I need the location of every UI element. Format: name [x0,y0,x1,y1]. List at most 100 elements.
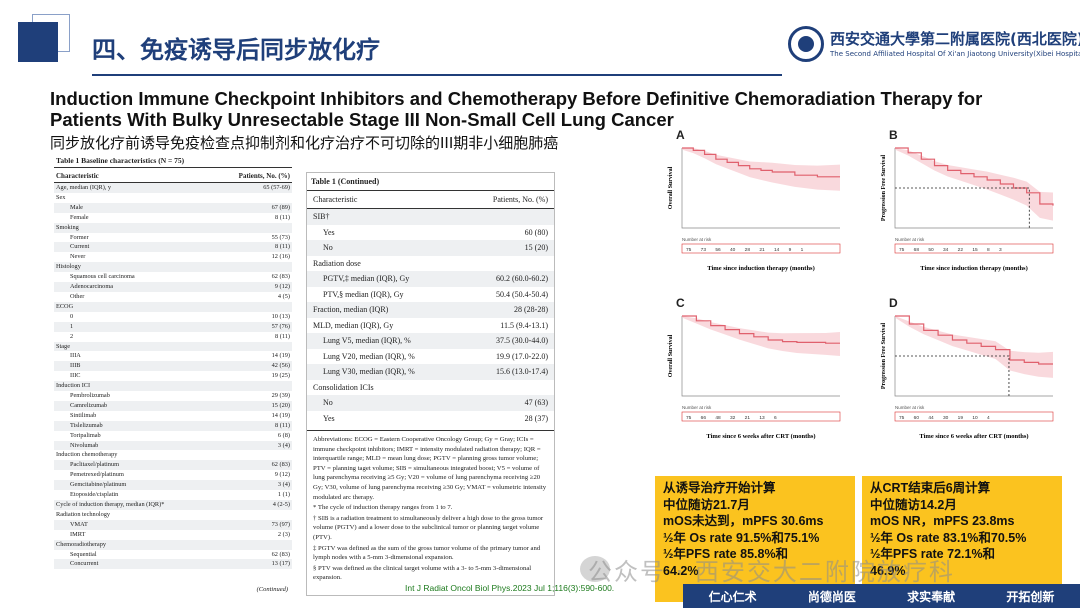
row-value: 13 (17) [271,560,290,568]
table-row: ECOG [54,301,292,312]
row-label: Current [70,243,90,251]
table-row: Male 67 (89) [54,202,292,213]
article-title-cn: 同步放化疗前诱导免疫检查点抑制剂和化疗治疗不可切除的III期非小细胞肺癌 [50,134,559,152]
row-label: Etoposide/cisplatin [70,491,119,499]
table-note: Abbreviations: ECOG = Eastern Cooperativ… [313,436,547,501]
row-value: 57 (76) [271,322,290,330]
km-ylabel: Progression Free Survival [881,323,887,390]
table-row: Paclitaxel/platinum 62 (83) [54,460,292,471]
row-value: 4 (5) [277,292,290,300]
table-row: Stage [54,341,292,352]
row-label: Cycle of induction therapy, median (IQR)… [56,501,165,508]
km-risk-box [681,243,841,254]
table-notes: Abbreviations: ECOG = Eastern Cooperativ… [307,430,554,588]
table-row: Sex [54,193,292,203]
km-risk-values: 75 68 50 34 22 15 8 3 [899,247,1002,253]
row-label: Lung V20, median (IQR), % [323,351,415,361]
table-row: Smoking [54,222,292,233]
row-value: 60 (80) [524,227,548,237]
table-row: Yes 60 (80) [307,225,554,241]
km-ylabel: Progression Free Survival [881,155,887,222]
motto-bar: 仁心仁术 尚德尚医 求实奉献 开拓创新 [683,584,1080,608]
title-decoration-block [18,22,58,62]
row-label: Yes [323,413,335,423]
km-risk-label: Number at risk [682,405,712,410]
table-row: Histology [54,262,292,273]
row-label: Yes [323,227,335,237]
km-risk-box [681,411,841,422]
summary-line: ½年PFS rate 72.1%和 [870,547,996,561]
table-row: 1 57 (76) [54,321,292,332]
km-survival-curve [682,147,840,178]
table-row: No 15 (20) [307,240,554,256]
km-survival-curve [895,147,1054,206]
table-row: Consolidation ICIs [307,380,554,396]
table-note: ‡ PGTV was defined as the sum of the gro… [313,544,541,562]
table-row: IIIA 14 (19) [54,351,292,361]
row-label: Age, median (IQR), y [56,184,112,191]
row-label: Consolidation ICIs [313,382,374,392]
table-header: Characteristic Patients, No. (%) [307,190,554,209]
row-label: Induction chemotherapy [56,451,118,459]
row-label: Paclitaxel/platinum [70,461,119,469]
km-xlabel: Time since induction therapy (months) [707,265,815,272]
km-risk-box [894,411,1054,422]
summary-line: ½年 Os rate 83.1%和70.5% [870,530,1027,545]
table-note: * The cycle of induction therapy ranges … [313,504,453,512]
hospital-name-cn: 西安交通大學第二附属医院(西北医院) [830,30,1080,48]
km-panel-letter: B [889,128,898,142]
km-ci-band [895,316,1053,378]
row-label: Gemcitabine/platinum [70,481,127,489]
summary-line: 中位随访21.7月 [663,497,750,512]
row-value: 47 (63) [524,398,548,407]
table-row: Former 55 (73) [54,233,292,243]
row-value: 50.4 (50.4-50.4) [496,289,548,299]
table-row: Tislelizumab 8 (11) [54,420,292,431]
table-row: Nivolumab 3 (4) [54,440,292,451]
row-label: Sex [56,193,66,201]
table-row: Age, median (IQR), y 65 (57-69) [54,183,292,193]
km-ci-band [682,316,840,356]
row-value: 4 (2-5) [272,501,290,508]
row-label: Radiation dose [313,258,361,268]
table-row: Induction chemotherapy [54,450,292,460]
table-body: SIB† Yes 60 (80) No 15 (20) Radiation dose PGT… [307,209,554,426]
table-row: Current 8 (11) [54,242,292,253]
km-xlabel: Time since 6 weeks after CRT (months) [919,433,1028,440]
summary-line: 从CRT结束后6周计算 [870,481,991,495]
row-label: Smoking [56,223,79,231]
table-row: Pemetrexed/platinum 9 (12) [54,470,292,480]
wechat-icon [580,556,610,582]
row-value: 28 (28-28) [514,305,548,314]
summary-line: 46.9% [870,563,906,578]
row-label: Camrelizumab [70,401,108,409]
row-label: Concurrent [70,560,99,568]
table-row: Gemcitabine/platinum 3 (4) [54,480,292,491]
km-panel-letter: A [676,128,685,142]
km-axes [681,316,840,397]
row-value: 15.6 (13.0-17.4) [496,367,548,376]
row-value: 15 (20) [524,243,548,252]
table-row: Radiation dose [307,256,554,272]
table-caption: Table 1 (Continued) [311,177,380,186]
summary-line: ½年PFS rate 85.8%和 [663,547,789,561]
row-value: 11.5 (9.4-13.1) [500,320,548,330]
km-axes [681,148,840,229]
row-label: Chemoradiotherapy [56,540,107,548]
row-label: No [323,398,333,407]
row-value: 2 (3) [277,530,290,538]
col-characteristic: Characteristic [56,172,99,180]
table-row: Etoposide/cisplatin 1 (1) [54,490,292,500]
row-label: Former [70,233,89,241]
row-label: Squamous cell carcinoma [70,273,135,281]
row-label: Sequential [70,550,97,558]
km-xlabel: Time since 6 weeks after CRT (months) [706,433,815,440]
km-risk-values: 75 66 48 32 21 13 6 [686,415,777,421]
row-label: Female [70,213,89,221]
page-title: 四、免疫诱导后同步放化疗 [92,36,380,64]
km-survival-curve [682,315,840,344]
col-patients: Patients, No. (%) [492,195,548,204]
km-panel-letter: C [676,296,685,310]
row-value: 62 (83) [271,550,290,558]
table-row: IMRT 2 (3) [54,530,292,540]
